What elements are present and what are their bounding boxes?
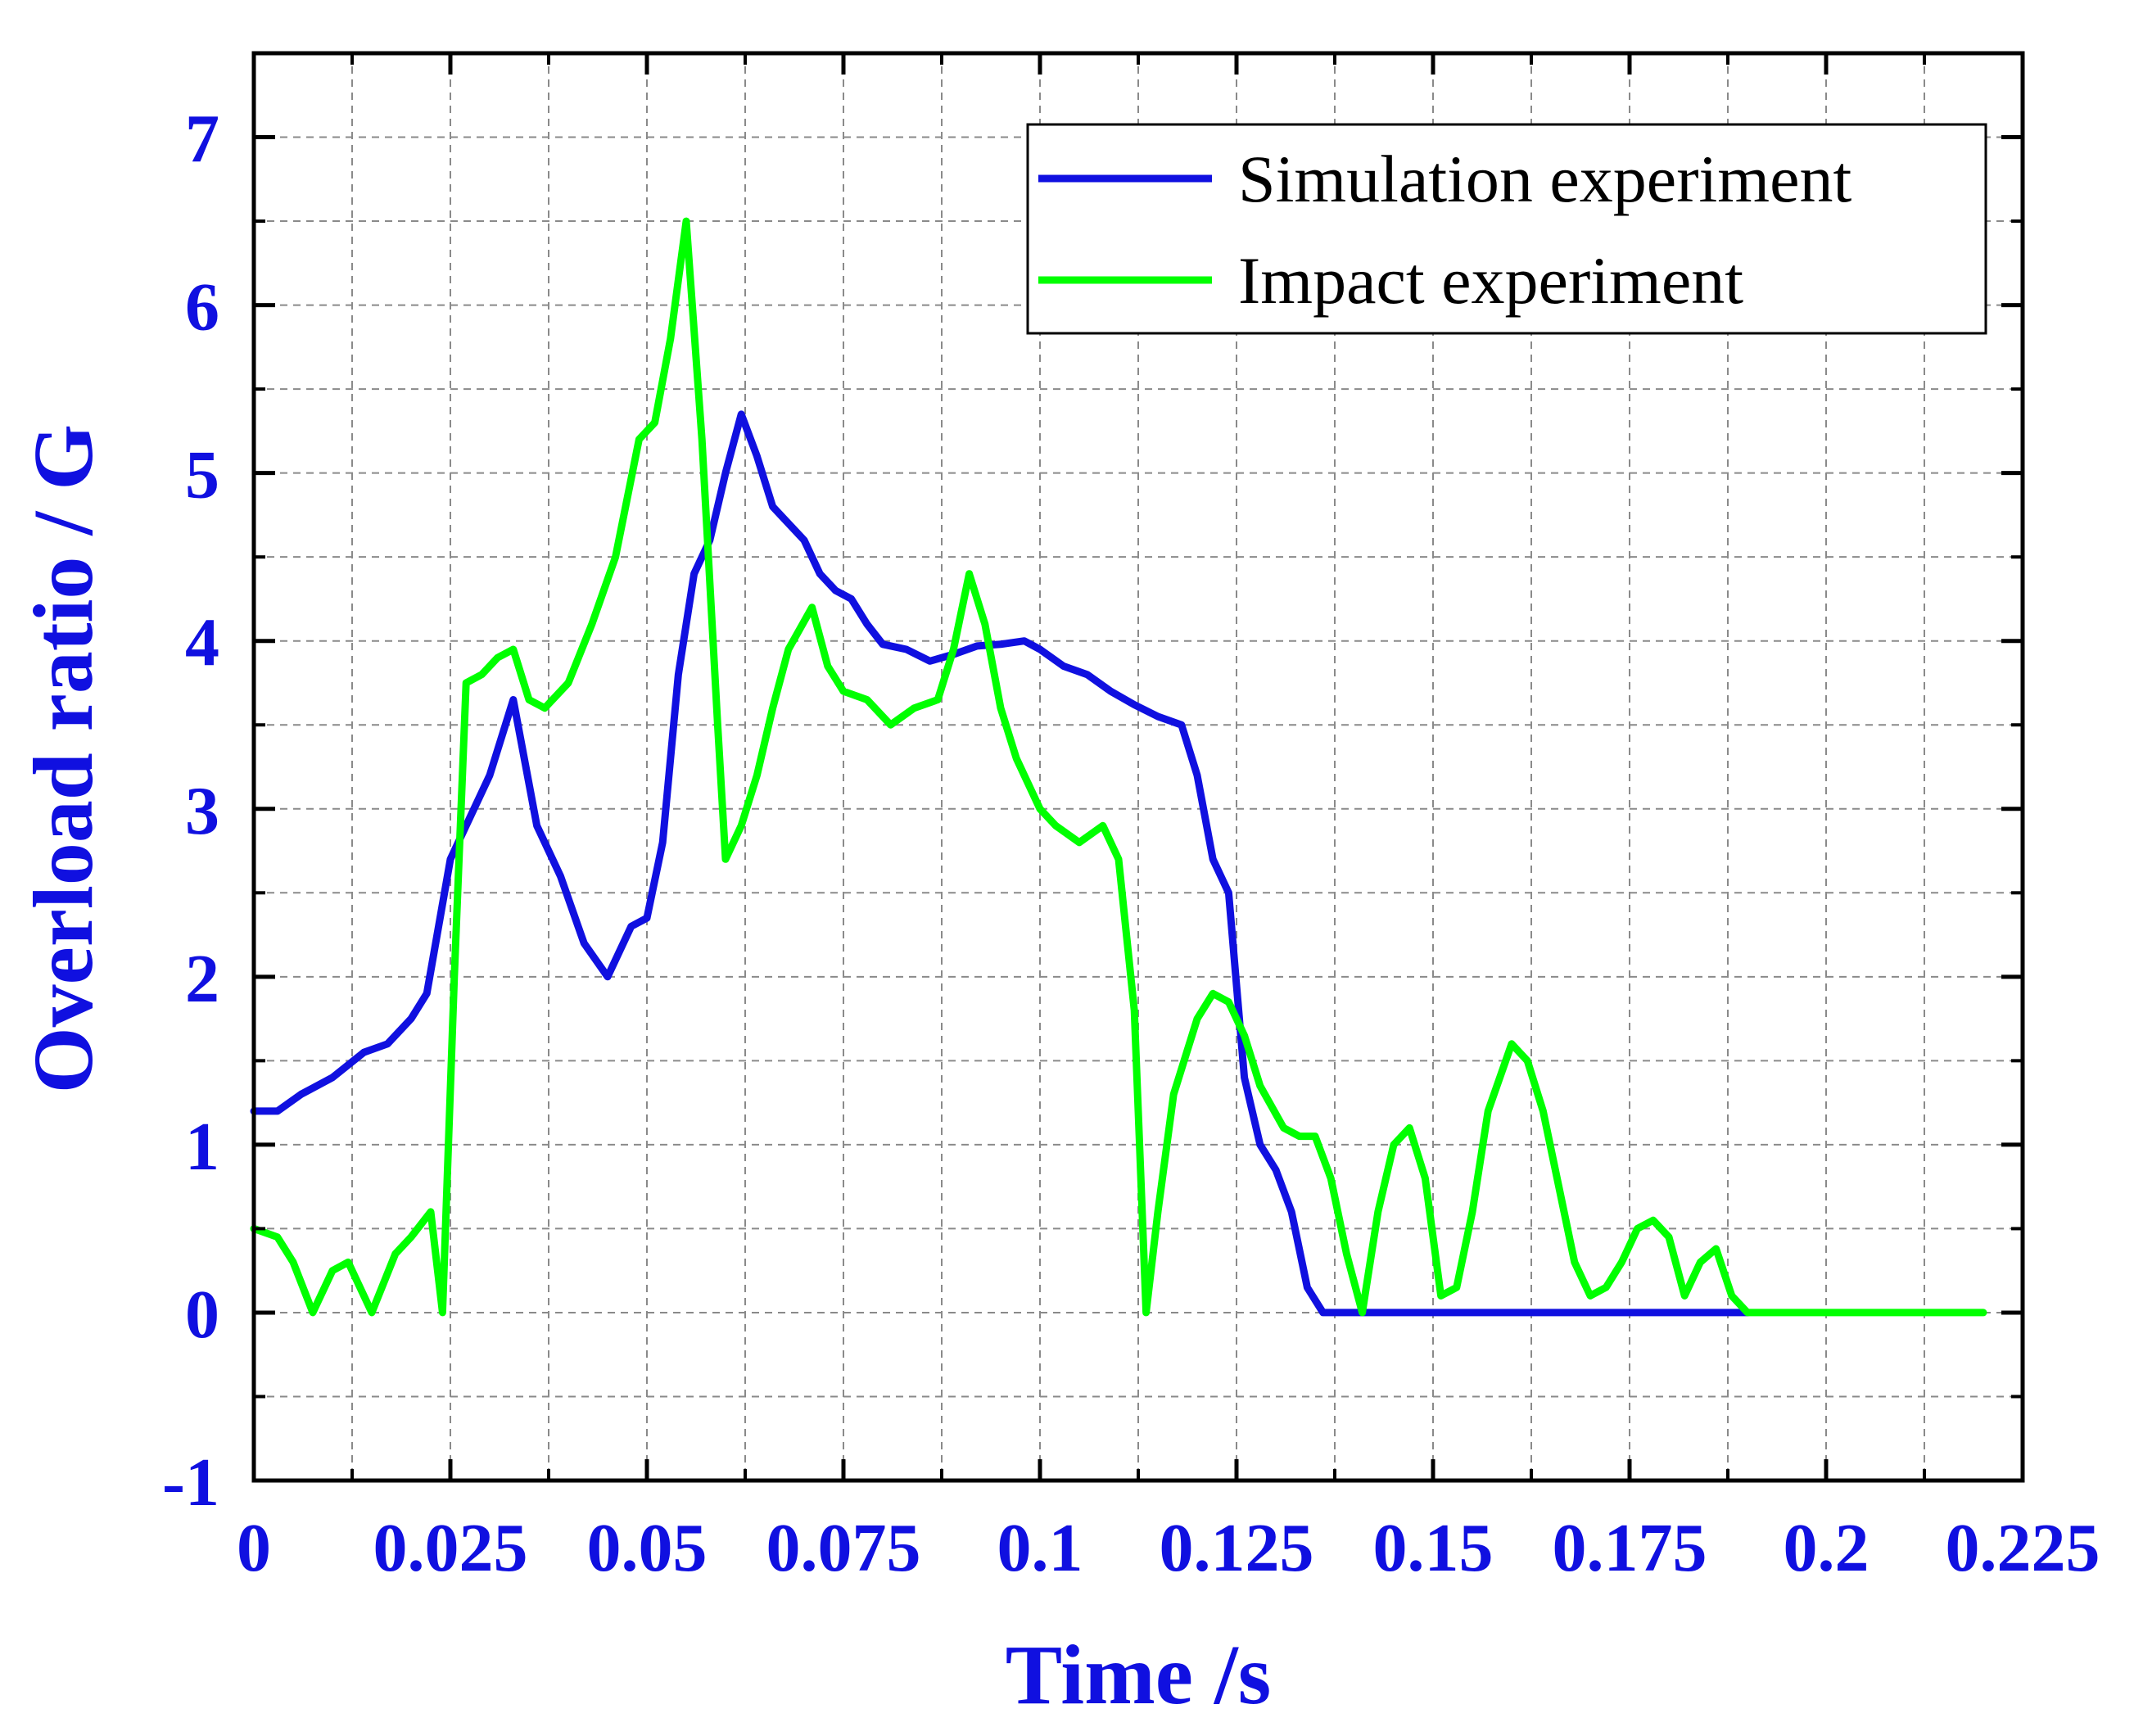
- y-axis-title: Overload ratio / G: [16, 424, 111, 1093]
- legend-label-impact: Impact experiment: [1238, 243, 1743, 318]
- ticks: [251, 53, 2025, 1483]
- y-tick-label: 4: [185, 605, 219, 681]
- x-axis-title: Time /s: [1006, 1628, 1272, 1722]
- y-tick-label: 3: [185, 773, 219, 849]
- x-tick-label: 0.025: [373, 1510, 528, 1586]
- y-tick-label: 5: [185, 437, 219, 513]
- y-tick-label: 6: [185, 269, 219, 346]
- y-tick-label: -1: [162, 1444, 219, 1521]
- x-tick-label: 0: [237, 1510, 271, 1586]
- x-tick-label: 0.2: [1784, 1510, 1870, 1586]
- y-tick-label: 0: [185, 1277, 219, 1353]
- series-impact-line: [250, 217, 1987, 1317]
- x-tick-label: 0.125: [1160, 1510, 1314, 1586]
- series-simulation-line: [250, 410, 1752, 1317]
- y-tick-label: 7: [185, 102, 219, 178]
- y-tick-labels: -1 0 1 2 3 4 5 6 7: [162, 102, 219, 1521]
- legend-label-simulation: Simulation experiment: [1238, 142, 1851, 216]
- x-tick-label: 0.1: [997, 1510, 1083, 1586]
- x-tick-labels: 0 0.025 0.05 0.075 0.1 0.125 0.15 0.175 0.2 0.225: [237, 1510, 2100, 1586]
- y-tick-label: 2: [185, 941, 219, 1017]
- legend: Simulation experiment Impact experiment: [1026, 123, 1987, 335]
- x-tick-label: 0.05: [587, 1510, 708, 1586]
- series-layer: [250, 217, 1987, 1317]
- x-tick-label: 0.15: [1373, 1510, 1494, 1586]
- x-tick-label: 0.075: [766, 1510, 921, 1586]
- legend-box: [1026, 123, 1987, 335]
- x-tick-label: 0.175: [1553, 1510, 1707, 1586]
- x-tick-label: 0.225: [1946, 1510, 2100, 1586]
- y-tick-label: 1: [185, 1109, 219, 1185]
